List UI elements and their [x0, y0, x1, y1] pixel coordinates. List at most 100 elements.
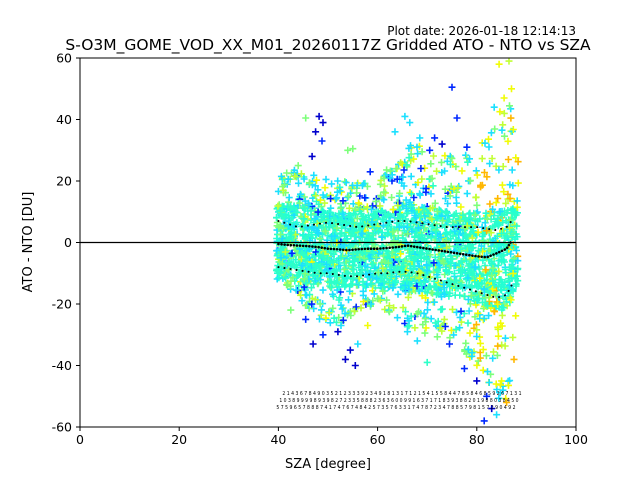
data-point	[488, 405, 496, 413]
data-point	[355, 199, 363, 207]
data-point	[466, 256, 474, 263]
data-point	[479, 316, 487, 324]
data-point	[326, 212, 334, 220]
data-point	[467, 214, 475, 222]
data-point	[423, 237, 431, 245]
data-point	[295, 282, 303, 290]
data-point	[468, 282, 476, 290]
data-point	[366, 168, 374, 176]
data-point	[370, 290, 378, 298]
data-point	[446, 334, 454, 342]
data-point	[380, 252, 388, 260]
data-point	[450, 270, 458, 277]
data-point	[485, 312, 493, 320]
data-point	[446, 215, 453, 223]
data-point	[427, 233, 435, 241]
data-point	[424, 209, 432, 217]
data-point	[474, 309, 482, 317]
data-point	[477, 242, 485, 250]
data-point	[488, 257, 496, 265]
data-point	[296, 199, 304, 207]
data-point	[402, 196, 410, 204]
data-point	[509, 270, 517, 277]
data-point	[319, 331, 327, 339]
data-point	[400, 166, 408, 174]
data-point	[285, 222, 293, 230]
data-point	[448, 155, 456, 162]
data-point	[431, 199, 439, 207]
data-point	[478, 232, 486, 240]
data-point	[481, 169, 488, 176]
data-point	[276, 231, 284, 239]
data-point	[419, 321, 427, 329]
data-point	[456, 313, 464, 321]
data-point	[375, 227, 383, 235]
data-point	[502, 232, 510, 240]
plot-date: Plot date: 2026-01-18 12:14:13	[387, 24, 576, 38]
data-point	[332, 279, 340, 287]
data-point	[302, 114, 310, 122]
data-point	[486, 289, 494, 297]
data-point	[498, 230, 505, 237]
data-point	[454, 184, 462, 192]
data-point	[506, 194, 514, 202]
data-point	[376, 202, 384, 210]
data-point	[481, 277, 489, 285]
data-point	[321, 227, 329, 235]
data-point	[416, 134, 424, 142]
data-point	[476, 339, 484, 347]
data-point	[514, 277, 522, 285]
data-point	[492, 199, 500, 207]
data-point	[372, 253, 380, 261]
data-point	[473, 201, 481, 209]
data-point	[438, 327, 446, 335]
data-point	[450, 331, 458, 339]
data-point	[510, 355, 518, 363]
data-point	[496, 208, 504, 215]
data-point	[477, 181, 485, 189]
data-point	[468, 259, 476, 267]
data-point	[345, 192, 352, 200]
data-point	[378, 259, 386, 266]
data-point	[471, 211, 479, 219]
x-axis-ticks: 0 20 40 60 80 100	[76, 427, 588, 447]
data-point	[311, 191, 319, 199]
data-point	[318, 306, 325, 314]
data-point	[423, 358, 431, 366]
data-point	[428, 223, 436, 231]
data-point	[322, 314, 330, 322]
data-point	[420, 310, 428, 317]
data-point	[405, 285, 413, 293]
data-point	[303, 291, 311, 299]
data-point	[292, 246, 300, 254]
upper-percentile-curve	[277, 220, 513, 232]
data-point	[509, 126, 517, 133]
data-point	[319, 286, 327, 294]
data-point	[489, 354, 497, 362]
data-point	[321, 184, 329, 192]
data-point	[472, 263, 480, 271]
data-point	[337, 301, 345, 309]
data-point	[498, 377, 506, 385]
data-point	[332, 265, 340, 273]
data-point	[495, 166, 503, 174]
data-point	[297, 249, 305, 257]
data-point	[500, 94, 508, 102]
data-point	[396, 206, 404, 213]
data-point	[306, 179, 313, 187]
x-tick-label: 20	[171, 432, 187, 447]
data-point	[494, 323, 502, 331]
data-point	[310, 280, 317, 288]
data-point	[311, 182, 319, 190]
data-point	[388, 231, 396, 239]
data-point	[284, 175, 292, 183]
data-point	[277, 172, 285, 180]
data-point	[383, 211, 391, 219]
data-point	[390, 304, 398, 312]
data-point	[357, 269, 365, 277]
data-point	[499, 386, 507, 394]
data-point	[440, 315, 448, 323]
data-point	[355, 264, 363, 271]
data-point	[341, 178, 349, 186]
data-point	[514, 257, 522, 265]
